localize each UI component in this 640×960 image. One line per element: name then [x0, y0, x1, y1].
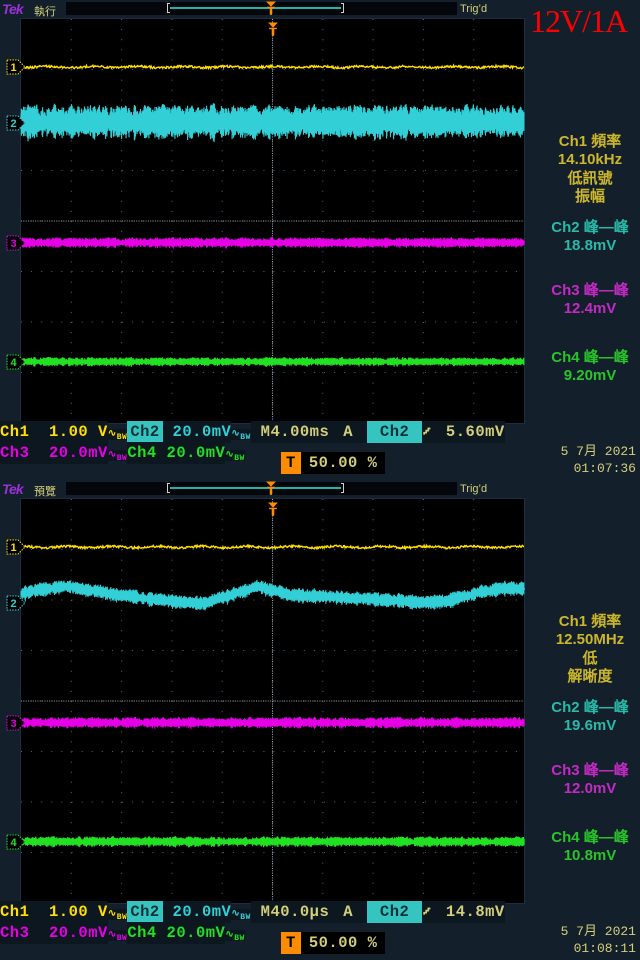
svg-text:2: 2	[10, 118, 16, 130]
svg-text:3: 3	[10, 238, 16, 250]
svg-text:1: 1	[10, 62, 16, 74]
svg-text:3: 3	[10, 718, 16, 730]
svg-text:4: 4	[10, 837, 17, 849]
svg-text:1: 1	[10, 542, 16, 554]
svg-text:2: 2	[10, 598, 16, 610]
svg-text:4: 4	[10, 357, 17, 369]
